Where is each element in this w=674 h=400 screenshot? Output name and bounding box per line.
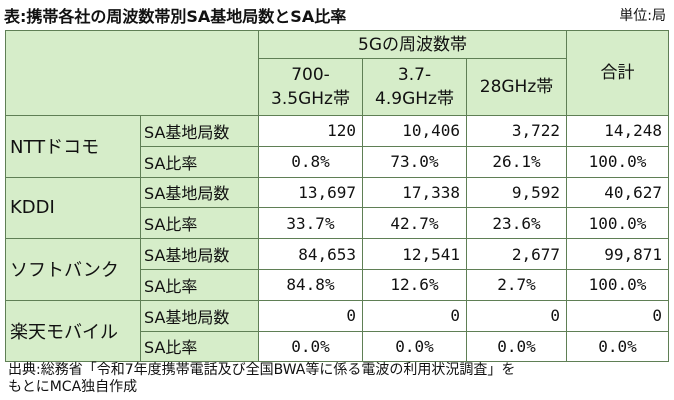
cell-value: 2.7% [465, 268, 568, 301]
cell-value: 14,248 [566, 115, 670, 147]
table-row: ソフトバンク SA基地局数 84,653 12,541 2,677 99,871 [5, 238, 670, 301]
cell-value: 0 [258, 299, 363, 332]
cell-value: 26.1% [465, 145, 568, 178]
metric-label: SA基地局数 [140, 176, 259, 209]
cell-value: 23.6% [465, 207, 568, 240]
title: 表:携帯各社の周波数帯別SA基地局数とSA比率 [4, 7, 347, 26]
cell-value: 84,653 [258, 238, 363, 270]
metric-label: SA比率 [140, 145, 259, 178]
table-row: 楽天モバイル SA基地局数 0 0 0 0 [5, 299, 670, 363]
table-row: SA比率 0.8% 73.0% 26.1% 100.0% [6, 145, 670, 178]
table: 5Gの周波数帯 合計 700- 3.5GHz帯 3.7- 4.9GHz帯 28GHz… [5, 30, 670, 363]
metric-label: SA比率 [140, 268, 259, 301]
cell-value: 73.0% [362, 145, 467, 178]
cell-value: 0.0% [258, 330, 363, 363]
metric-label: SA基地局数 [140, 115, 259, 147]
cell-value: 42.7% [362, 207, 467, 240]
metric-label: SA基地局数 [140, 299, 259, 332]
cell-value: 0 [362, 299, 467, 332]
cell-value: 12,541 [362, 238, 467, 270]
company: KDDI [5, 176, 141, 240]
metric-label: SA比率 [140, 207, 259, 240]
cell-value: 120 [258, 115, 363, 147]
cell-value: 9,592 [465, 176, 568, 209]
total-header: 合計 [566, 30, 670, 116]
cell-value: 84.8% [258, 268, 363, 301]
company: 楽天モバイル [5, 299, 141, 363]
cell-value: 0 [465, 299, 568, 332]
band-header: 700- 3.5GHz帯 [258, 58, 363, 116]
cell-value: 0.0% [465, 330, 568, 363]
band-group: 5Gの周波数帯 [257, 30, 568, 59]
table-row: SA比率 0.0% 0.0% 0.0% 0.0% [6, 330, 670, 363]
cell-value: 0.8% [258, 145, 363, 178]
unit: 単位:局 [619, 8, 666, 24]
table-body: NTTドコモ SA基地局数 120 10,406 3,722 14,248 SA比率 0.8%… [5, 115, 670, 363]
cell-value: 33.7% [258, 207, 363, 240]
metric-label: SA基地局数 [140, 238, 259, 270]
header-row: 5Gの周波数帯 合計 [5, 30, 670, 116]
cell-value: 0.0% [566, 330, 670, 363]
cell-value: 100.0% [566, 268, 670, 301]
table-row: SA比率 33.7% 42.7% 23.6% 100.0% [6, 207, 670, 240]
band-header: 28GHz帯 [465, 58, 568, 116]
header-corner [5, 30, 259, 116]
cell-value: 100.0% [566, 145, 670, 178]
cell-value: 100.0% [566, 207, 670, 240]
cell-value: 12.6% [362, 268, 467, 301]
cell-value: 3,722 [465, 115, 568, 147]
table-row: SA比率 84.8% 12.6% 2.7% 100.0% [6, 268, 670, 301]
cell-value: 10,406 [362, 115, 467, 147]
cell-value: 17,338 [362, 176, 467, 209]
company: NTTドコモ [5, 115, 141, 178]
table-row: KDDI SA基地局数 13,697 17,338 9,592 40,627 [5, 176, 670, 240]
company: ソフトバンク [5, 238, 141, 301]
cell-value: 99,871 [566, 238, 670, 270]
band-header: 3.7- 4.9GHz帯 [362, 58, 467, 116]
cell-value: 13,697 [258, 176, 363, 209]
table-row: NTTドコモ SA基地局数 120 10,406 3,722 14,248 [5, 115, 670, 178]
header-row: 700- 3.5GHz帯 3.7- 4.9GHz帯 28GHz帯 [6, 58, 669, 116]
metric-label: SA比率 [140, 330, 259, 363]
cell-value: 2,677 [465, 238, 568, 270]
table-header: 5Gの周波数帯 合計 700- 3.5GHz帯 3.7- 4.9GHz帯 28GHz… [5, 30, 670, 116]
cell-value: 0 [566, 299, 670, 332]
source: 出典:総務省「令和7年度携帯電話及び全国BWA等に係る電波の利用状況調査」を も… [8, 362, 516, 395]
cell-value: 0.0% [362, 330, 467, 363]
cell-value: 40,627 [566, 176, 670, 209]
